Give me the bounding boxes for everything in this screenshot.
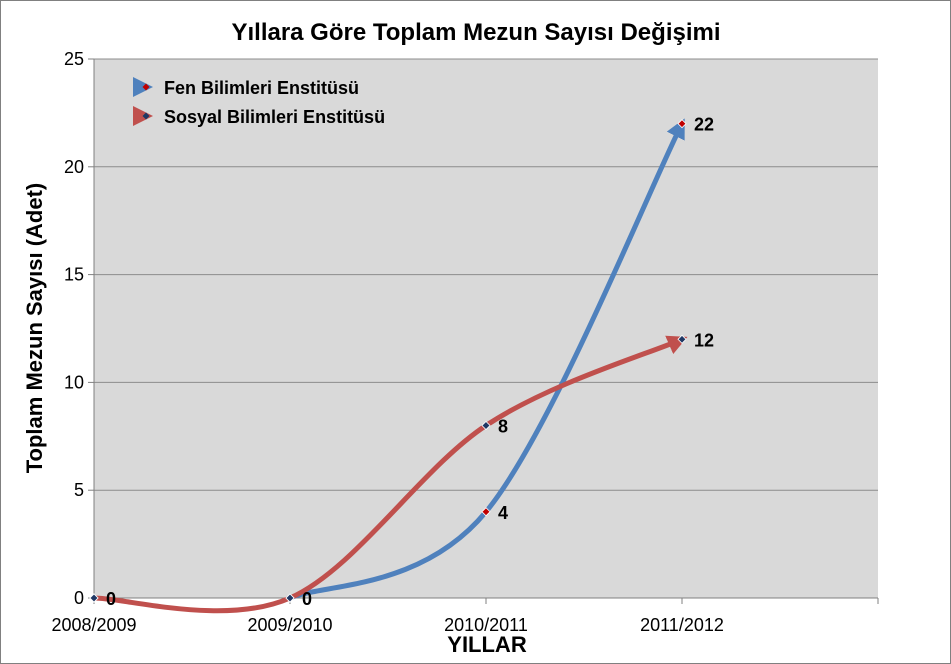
y-tick-label: 20 xyxy=(64,157,84,177)
y-tick-label: 15 xyxy=(64,265,84,285)
data-label: 12 xyxy=(694,330,714,350)
data-point xyxy=(89,593,99,603)
y-tick-label: 5 xyxy=(74,480,84,500)
y-tick-label: 25 xyxy=(64,49,84,69)
data-point xyxy=(677,119,687,129)
x-tick-label: 2010/2011 xyxy=(444,615,528,635)
series-line-1 xyxy=(287,118,685,601)
data-point xyxy=(285,593,295,603)
data-label: 8 xyxy=(498,417,508,437)
legend-marker xyxy=(142,83,150,91)
x-axis-title: YILLAR xyxy=(447,632,527,657)
x-tick-label: 2008/2009 xyxy=(51,615,136,635)
data-label: 4 xyxy=(498,503,508,523)
legend-label: Sosyal Bilimleri Enstitüsü xyxy=(164,107,385,127)
chart-title: Yıllara Göre Toplam Mezun Sayısı Değişim… xyxy=(231,19,720,46)
data-point xyxy=(481,420,491,431)
y-axis-title: Toplam Mezun Sayısı (Adet) xyxy=(22,183,47,474)
y-tick-label: 10 xyxy=(64,372,84,392)
legend-label: Fen Bilimleri Enstitüsü xyxy=(164,78,359,98)
x-tick-label: 2011/2012 xyxy=(640,615,724,635)
data-point xyxy=(481,507,491,517)
legend-marker xyxy=(142,112,150,120)
y-tick-label: 0 xyxy=(74,588,84,608)
data-label: 22 xyxy=(694,115,714,135)
data-point xyxy=(677,334,687,344)
data-label: 0 xyxy=(106,589,116,609)
series-line-2 xyxy=(91,335,688,614)
plot-area xyxy=(94,59,878,598)
data-label: 0 xyxy=(302,589,312,609)
x-tick-label: 2009/2010 xyxy=(247,615,332,635)
